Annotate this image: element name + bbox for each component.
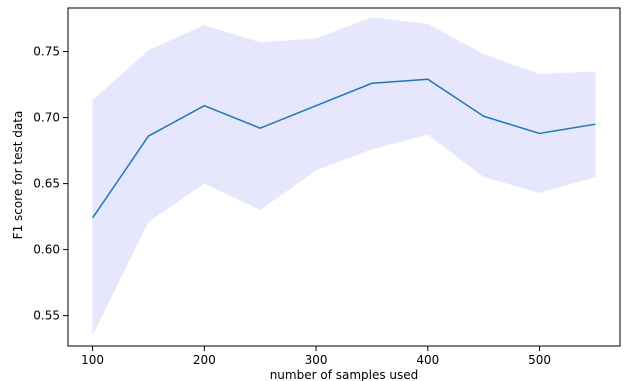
axes-layer (67, 7, 621, 347)
y-tick-label: 0.75 (33, 45, 60, 59)
tick-layer: 100 200 300 400 500 0.55 0.60 0.65 0.70 0.75 (33, 45, 551, 367)
x-tick-label: 200 (193, 353, 216, 367)
y-tick-label: 0.55 (33, 309, 60, 323)
x-tick-label: 300 (305, 353, 328, 367)
series-line (91, 78, 596, 219)
y-tick-label: 0.70 (33, 111, 60, 125)
x-axis-label: number of samples used (270, 368, 419, 381)
y-tick-label: 0.65 (33, 177, 60, 191)
y-tick-label: 0.60 (33, 243, 60, 257)
x-tick-label: 500 (528, 353, 551, 367)
confidence-band-layer (92, 17, 596, 336)
x-tick-label: 100 (81, 353, 104, 367)
confidence-band (92, 17, 596, 336)
y-axis-label: F1 score for test data (11, 111, 25, 240)
series-line-layer (91, 78, 596, 219)
plot-frame (67, 7, 621, 347)
x-tick-label: 400 (416, 353, 439, 367)
